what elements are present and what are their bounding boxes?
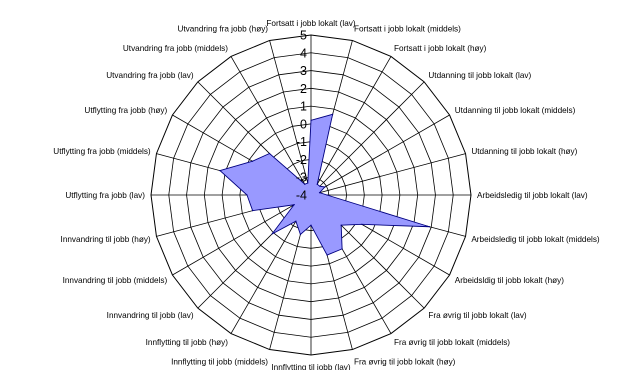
category-label: Fortsatt i jobb lokalt (middels) [354, 25, 461, 34]
data-point [340, 224, 342, 226]
category-label: Utvandring fra jobb (middels) [123, 44, 228, 53]
category-label: Fra øvrig til jobb lokalt (høy) [354, 357, 456, 366]
data-point [299, 233, 302, 236]
tick-label: 5 [300, 29, 307, 43]
grid-spoke [230, 56, 312, 196]
category-label: Fra øvrig til jobb lokalt (middels) [394, 338, 510, 347]
data-point [293, 204, 295, 206]
data-point [428, 226, 431, 228]
tick-label: 1 [300, 100, 307, 114]
category-labels: Fortsatt i jobb lokalt (lav)Fortsatt i j… [53, 19, 600, 370]
category-label: Utflytting fra jobb (lav) [65, 191, 145, 200]
category-label: Innflytting til jobb (middels) [171, 357, 268, 366]
tick-label: 0 [300, 117, 307, 131]
category-label: Innvandring til jobb (lav) [107, 311, 194, 320]
data-point [310, 119, 312, 121]
data-point [307, 182, 309, 184]
category-label: Innvandring til jobb (høy) [61, 235, 151, 244]
data-point [341, 248, 343, 250]
grid-spoke [310, 153, 466, 196]
tick-label: 3 [300, 64, 307, 78]
data-point [219, 170, 221, 172]
category-label: Fortsatt i jobb lokalt (lav) [266, 19, 355, 28]
data-point [318, 192, 321, 194]
category-label: Arbeidsldig til jobb lokalt (høy) [455, 276, 564, 285]
data-point [295, 220, 297, 222]
grid-spoke [172, 194, 312, 276]
data-point [310, 224, 312, 226]
tick-label: -2 [296, 153, 307, 167]
radial-tick-labels: -4 -3 -2 -1 0 1 2 3 4 5 [296, 29, 307, 203]
data-point [326, 194, 328, 196]
tick-label: 2 [300, 82, 307, 96]
data-point [304, 183, 306, 185]
category-label: Utflytting fra jobb (høy) [84, 106, 167, 115]
tick-label: -1 [296, 135, 307, 149]
data-point [251, 160, 254, 162]
data-point [319, 185, 321, 187]
radar-series [219, 113, 431, 256]
category-label: Utdanning til jobb lokalt (middels) [455, 106, 576, 115]
tick-label: -3 [296, 171, 307, 185]
radar-grid [150, 34, 472, 356]
category-label: Innflytting til jobb (høy) [146, 338, 229, 347]
data-point [361, 223, 363, 225]
grid-spoke [310, 114, 450, 196]
category-label: Utvandring fra jobb (høy) [177, 25, 268, 34]
data-point [332, 113, 334, 115]
data-point [316, 183, 318, 185]
category-label: Arbeidsledig til jobb lokalt (lav) [477, 191, 588, 200]
data-point [246, 194, 248, 196]
data-point [326, 254, 328, 256]
category-label: Utvandring fra jobb (lav) [106, 71, 194, 80]
data-point [324, 186, 326, 188]
category-label: Innvandring til jobb (middels) [63, 276, 168, 285]
category-label: Utdanning til jobb lokalt (høy) [471, 147, 577, 156]
category-label: Utflytting fra jobb (middels) [53, 147, 151, 156]
grid-spoke [310, 81, 425, 196]
data-point [268, 152, 271, 155]
grid-spoke [310, 56, 392, 196]
data-point [271, 233, 273, 235]
category-label: Innflytting til jobb (lav) [271, 363, 350, 370]
data-point [252, 210, 254, 212]
category-label: Fra øvrig til jobb lokalt (lav) [428, 311, 527, 320]
grid-spoke [269, 40, 312, 196]
tick-label: -4 [296, 189, 307, 203]
category-label: Fortsatt i jobb lokalt (høy) [394, 44, 487, 53]
tick-label: 4 [300, 46, 307, 60]
category-label: Arbeidsledig til jobb lokalt (middels) [471, 235, 600, 244]
category-label: Utdanning til jobb lokalt (lav) [428, 71, 531, 80]
